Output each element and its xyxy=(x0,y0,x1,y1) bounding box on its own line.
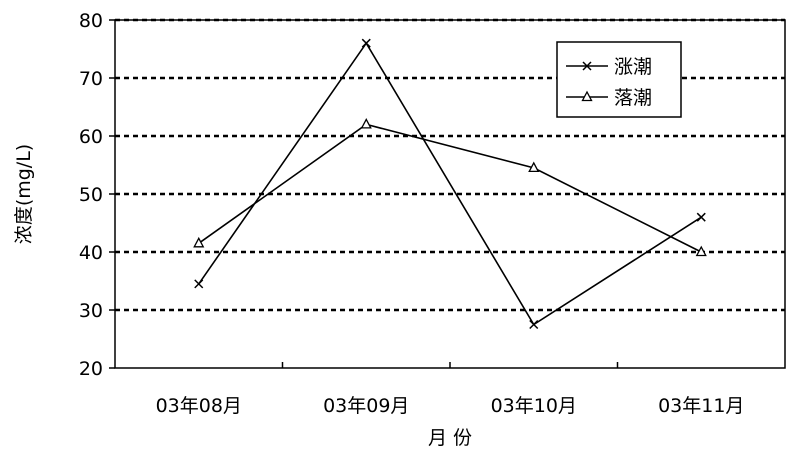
y-tick-label: 20 xyxy=(79,358,103,380)
x-tick-label: 03年11月 xyxy=(658,395,744,417)
legend-label: 涨潮 xyxy=(614,56,652,78)
data-point xyxy=(695,245,707,257)
data-point xyxy=(193,236,205,248)
legend-marker xyxy=(581,90,593,102)
y-tick-label: 30 xyxy=(79,300,103,322)
series-layer xyxy=(193,38,707,330)
data-point xyxy=(696,212,706,222)
tick-layer: 20 30 40 50 60 70 80 03年08月 03年09月 03年10月 03年11月 xyxy=(79,10,745,417)
legend-marker xyxy=(582,61,592,71)
x-tick-label: 03年09月 xyxy=(323,395,409,417)
series-line xyxy=(198,123,702,253)
data-point xyxy=(361,38,371,48)
y-axis-title: 浓度(mg/L) xyxy=(13,144,35,244)
data-point xyxy=(529,319,539,330)
data-point xyxy=(194,279,204,289)
data-point xyxy=(528,161,540,173)
x-tick-label: 03年08月 xyxy=(156,395,242,417)
y-tick-label: 80 xyxy=(79,10,103,32)
y-tick-label: 40 xyxy=(79,242,103,264)
x-axis-title: 月 份 xyxy=(428,427,472,449)
y-tick-label: 60 xyxy=(79,126,103,148)
y-tick-label: 70 xyxy=(79,68,103,90)
legend-label: 落潮 xyxy=(614,87,652,109)
grid-layer xyxy=(115,18,785,312)
y-tick-label: 50 xyxy=(79,184,103,206)
series-line xyxy=(198,41,702,326)
legend-box xyxy=(556,41,682,118)
x-tick-label: 03年10月 xyxy=(491,395,577,417)
data-point xyxy=(360,118,372,129)
